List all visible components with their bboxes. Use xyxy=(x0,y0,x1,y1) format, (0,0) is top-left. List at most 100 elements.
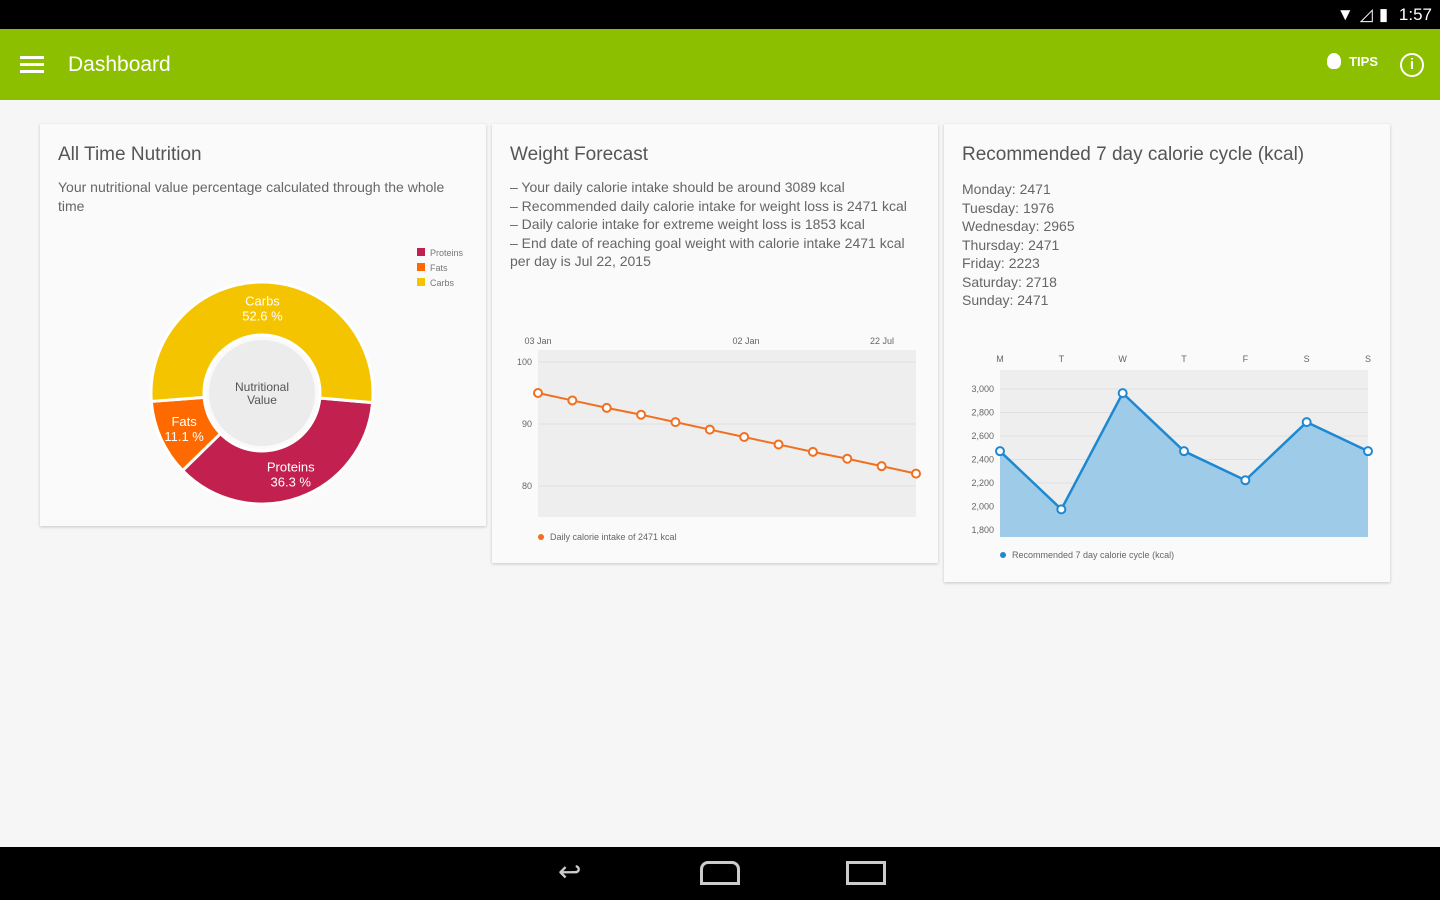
calorie-area-chart: 3,000 2,800 2,600 2,400 2,200 2,000 1,800 M T W T F… xyxy=(971,354,1373,560)
tips-label: TIPS xyxy=(1349,53,1378,69)
data-point xyxy=(1117,388,1128,399)
day-name: Wednesday: xyxy=(962,218,1040,234)
card-title: Recommended 7 day calorie cycle (kcal) xyxy=(962,144,1305,165)
data-point xyxy=(567,395,578,406)
legend-label: Proteins xyxy=(430,248,464,258)
data-point xyxy=(911,468,921,479)
data-point xyxy=(1179,446,1189,457)
day-value: 2223 xyxy=(1008,255,1040,271)
x-tick-label: 22 Jul xyxy=(870,336,894,346)
data-point xyxy=(1240,475,1251,486)
series-line xyxy=(537,392,917,475)
menu-icon[interactable] xyxy=(20,52,44,77)
day-name: Sunday: xyxy=(962,292,1014,308)
tips-button[interactable]: TIPS xyxy=(1327,53,1378,69)
y-tick-label: 90 xyxy=(522,419,532,429)
x-tick-label: T xyxy=(1181,354,1187,364)
series-area xyxy=(1000,393,1368,537)
day-value: 2965 xyxy=(1043,218,1075,234)
day-value: 2718 xyxy=(1025,273,1057,290)
legend-label: Recommended 7 day calorie cycle (kcal) xyxy=(1012,550,1174,560)
x-tick-label: 03 Jan xyxy=(524,336,551,346)
lightbulb-icon xyxy=(1327,53,1342,69)
pie-slice-proteins xyxy=(180,396,375,506)
y-tick-label: 100 xyxy=(517,357,532,367)
data-point xyxy=(601,402,612,413)
day-name: Monday: xyxy=(962,181,1016,197)
day-row: Sunday: 2471 xyxy=(962,291,1372,310)
slice-label: Proteins xyxy=(267,459,315,474)
donut-center xyxy=(209,340,315,446)
y-tick-label: 3,000 xyxy=(971,384,994,394)
card-description: – Your daily calorie intake should be ar… xyxy=(510,179,907,269)
x-tick-label: S xyxy=(1365,354,1371,364)
legend-label: Daily calorie intake of 2471 kcal xyxy=(550,532,677,542)
day-row: Saturday: 2718 xyxy=(962,273,1372,292)
x-tick-label: F xyxy=(1243,354,1249,364)
wifi-icon: ▼ xyxy=(1336,5,1354,24)
slice-value: 52.6 % xyxy=(242,309,283,324)
home-icon[interactable] xyxy=(700,861,740,885)
legend-label: Fats xyxy=(430,263,448,273)
day-name: Tuesday: xyxy=(962,199,1020,216)
y-tick-label: 2,200 xyxy=(971,478,994,488)
day-name: Saturday: xyxy=(962,273,1022,290)
day-row: Monday: 2471 xyxy=(962,180,1372,199)
day-row: Tuesday: 1976 xyxy=(962,199,1372,218)
x-tick-label: 02 Jan xyxy=(732,336,759,346)
nutrition-card: All Time Nutrition Your nutritional valu… xyxy=(40,124,486,526)
data-point xyxy=(636,409,647,420)
card-title: All Time Nutrition xyxy=(58,144,202,165)
nav-bar: ↩ xyxy=(0,847,1440,900)
data-point xyxy=(533,388,543,398)
day-name: Thursday: xyxy=(962,236,1025,253)
app-bar: Dashboard TIPS i xyxy=(0,29,1440,100)
day-row: Friday: 2223 xyxy=(962,254,1372,273)
data-point xyxy=(995,446,1005,457)
back-icon[interactable]: ↩ xyxy=(558,856,582,887)
x-tick-label: M xyxy=(996,354,1004,364)
data-point xyxy=(773,439,784,450)
legend-swatch xyxy=(417,248,425,256)
data-point xyxy=(1363,446,1373,457)
data-point xyxy=(876,461,887,472)
cycle-card: Recommended 7 day calorie cycle (kcal) M… xyxy=(944,124,1390,582)
y-tick-label: 2,400 xyxy=(971,455,994,465)
slice-label: Carbs xyxy=(245,294,280,309)
page-title: Dashboard xyxy=(68,52,171,76)
data-point xyxy=(1301,417,1312,428)
legend-marker xyxy=(1000,552,1006,558)
card-description: Your nutritional value percentage calcul… xyxy=(58,179,445,214)
status-bar: ▼ ◿ ▮ 1:57 xyxy=(0,0,1440,29)
day-row: Wednesday: 2965 xyxy=(962,217,1372,236)
pie-slice-carbs xyxy=(149,280,375,405)
slice-value: 36.3 % xyxy=(271,474,312,489)
data-point xyxy=(1056,504,1067,515)
weight-line-chart: 100 90 80 03 Jan 02 Jan 22 Jul Daily calorie i… xyxy=(517,336,921,542)
info-icon[interactable]: i xyxy=(1400,53,1424,77)
legend-swatch xyxy=(417,278,425,286)
signal-icon: ◿ xyxy=(1359,5,1373,24)
x-tick-label: S xyxy=(1304,354,1310,364)
data-point xyxy=(807,446,818,457)
data-point xyxy=(842,453,853,464)
center-label: Nutritional xyxy=(235,380,289,394)
center-label: Value xyxy=(247,393,277,407)
card-title: Weight Forecast xyxy=(510,144,648,165)
data-point xyxy=(739,432,750,443)
day-value: 2471 xyxy=(1019,181,1051,197)
recents-icon[interactable] xyxy=(846,861,886,885)
day-list: Monday: 2471 Tuesday: 1976 Wednesday: 2965… xyxy=(962,180,1372,310)
x-tick-label: W xyxy=(1118,354,1127,364)
y-tick-label: 80 xyxy=(522,481,532,491)
legend-marker xyxy=(538,534,544,540)
day-value: 2471 xyxy=(1028,236,1060,253)
legend-swatch xyxy=(417,263,425,271)
battery-icon: ▮ xyxy=(1378,5,1389,24)
day-name: Friday: xyxy=(962,255,1005,271)
y-tick-label: 1,800 xyxy=(971,525,994,535)
slice-value: 11.1 % xyxy=(164,429,204,444)
data-point xyxy=(670,417,681,428)
y-tick-label: 2,600 xyxy=(971,431,994,441)
